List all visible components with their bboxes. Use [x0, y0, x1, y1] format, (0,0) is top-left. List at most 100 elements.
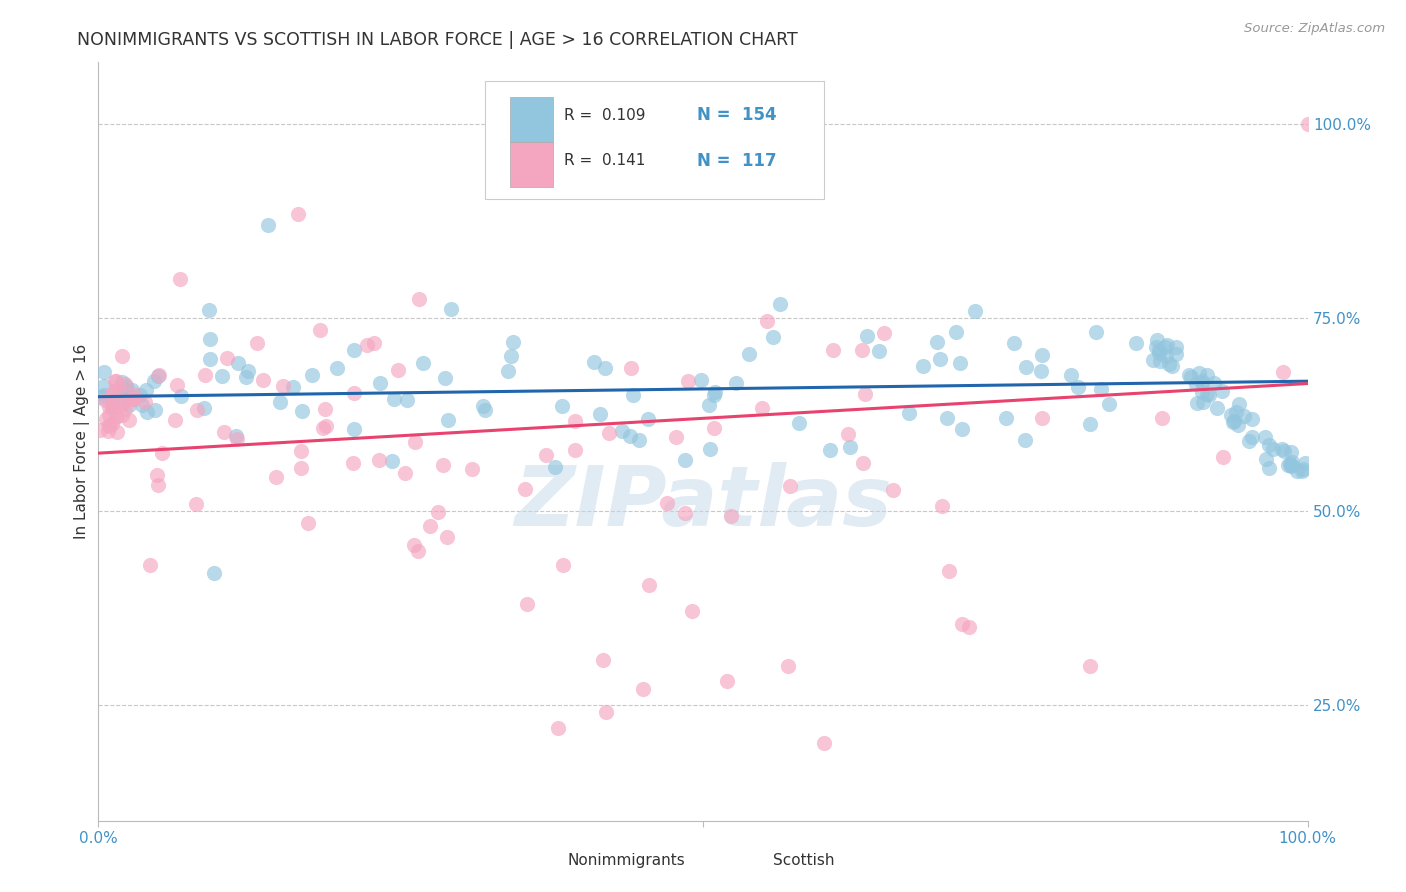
Point	[252, 373, 274, 387]
Text: Scottish: Scottish	[773, 854, 835, 868]
Point	[1157, 357, 1180, 371]
Point	[547, 721, 569, 735]
Point	[1067, 380, 1090, 394]
Point	[433, 371, 456, 385]
Point	[638, 578, 661, 592]
Point	[787, 416, 810, 430]
Point	[1257, 461, 1279, 475]
Point	[738, 347, 761, 361]
Point	[103, 384, 125, 399]
Point	[1084, 325, 1107, 339]
Point	[342, 456, 364, 470]
Point	[381, 454, 404, 468]
Point	[148, 478, 170, 492]
Point	[382, 392, 405, 406]
Point	[198, 303, 221, 318]
Point	[856, 329, 879, 343]
Point	[1222, 414, 1244, 428]
Point	[873, 326, 896, 341]
Point	[1291, 461, 1313, 475]
Point	[238, 364, 260, 378]
Point	[583, 355, 606, 369]
Point	[193, 401, 215, 415]
Point	[619, 429, 641, 443]
Point	[291, 404, 314, 418]
Point	[1279, 458, 1302, 473]
Point	[1080, 417, 1102, 431]
Point	[949, 356, 972, 370]
Y-axis label: In Labor Force | Age > 16: In Labor Force | Age > 16	[75, 344, 90, 539]
Point	[281, 380, 304, 394]
Point	[776, 659, 799, 673]
Point	[851, 343, 873, 358]
Point	[198, 332, 221, 346]
Point	[852, 456, 875, 470]
Point	[395, 393, 418, 408]
Point	[118, 388, 141, 402]
Point	[551, 558, 574, 573]
Text: Nonimmigrants: Nonimmigrants	[568, 854, 685, 868]
Point	[502, 335, 524, 350]
Point	[111, 349, 134, 363]
Point	[363, 336, 385, 351]
Point	[408, 544, 430, 558]
Point	[595, 706, 617, 720]
Point	[90, 391, 112, 405]
Point	[544, 459, 567, 474]
Point	[620, 361, 643, 376]
Point	[1178, 368, 1201, 383]
Point	[228, 356, 250, 370]
Point	[1261, 442, 1284, 456]
Point	[315, 419, 337, 434]
Point	[675, 506, 697, 520]
Point	[472, 399, 495, 413]
Point	[1160, 359, 1182, 373]
Point	[104, 384, 127, 399]
Text: R =  0.109: R = 0.109	[564, 108, 645, 122]
Point	[1212, 450, 1234, 464]
Point	[610, 424, 633, 438]
Point	[436, 530, 458, 544]
Point	[628, 434, 651, 448]
Point	[100, 386, 122, 401]
Point	[122, 392, 145, 407]
Point	[122, 392, 145, 406]
Point	[115, 379, 138, 393]
Point	[1146, 333, 1168, 347]
Point	[965, 303, 987, 318]
Point	[1185, 376, 1208, 391]
Point	[1291, 464, 1313, 478]
Point	[314, 402, 336, 417]
Point	[114, 401, 136, 416]
Point	[1195, 368, 1218, 382]
Point	[882, 483, 904, 497]
Point	[1147, 343, 1170, 357]
Point	[1090, 382, 1112, 396]
Point	[1015, 360, 1038, 375]
Point	[356, 337, 378, 351]
Point	[1197, 387, 1219, 401]
Point	[1014, 433, 1036, 447]
Point	[1164, 347, 1187, 361]
Point	[868, 344, 890, 359]
Point	[408, 292, 430, 306]
Point	[779, 479, 801, 493]
Point	[290, 461, 312, 475]
Point	[945, 325, 967, 339]
Point	[1254, 430, 1277, 444]
Point	[499, 350, 522, 364]
Point	[101, 400, 124, 414]
Point	[690, 373, 713, 387]
Point	[704, 384, 727, 399]
Point	[1204, 376, 1226, 390]
Point	[1211, 384, 1233, 398]
Point	[215, 351, 238, 366]
Point	[104, 374, 127, 388]
Point	[498, 364, 520, 378]
Point	[343, 386, 366, 401]
Point	[368, 376, 391, 390]
Point	[212, 425, 235, 440]
Point	[1152, 411, 1174, 425]
Text: NONIMMIGRANTS VS SCOTTISH IN LABOR FORCE | AGE > 16 CORRELATION CHART: NONIMMIGRANTS VS SCOTTISH IN LABOR FORCE…	[77, 31, 799, 49]
Point	[169, 271, 191, 285]
